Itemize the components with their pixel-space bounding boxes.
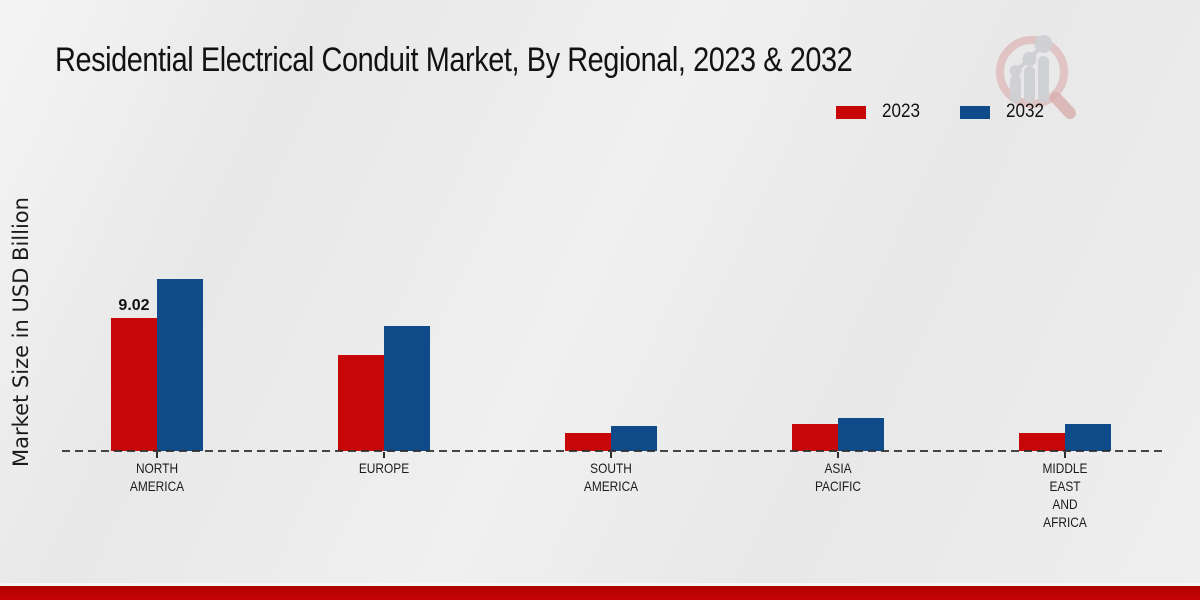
legend: 2023 2032 [836, 101, 1049, 123]
category-label-south-america: SOUTH AMERICA [583, 460, 639, 494]
axis-tick-europe [383, 452, 385, 458]
axis-tick-north-america [156, 452, 158, 458]
category-label-europe: EUROPE [358, 460, 410, 476]
value-label-2023-north-america: 9.02 [118, 296, 150, 314]
legend-swatch-2023-icon [836, 105, 866, 119]
bar-2023-south-america [565, 433, 611, 451]
footer-separator-line [0, 583, 1200, 586]
bar-2023-middle-east-and-africa [1019, 433, 1065, 451]
bar-2032-north-america [157, 279, 203, 451]
bar-2023-asia-pacific [792, 424, 838, 451]
axis-tick-middle-east-and-africa [1064, 452, 1066, 458]
bar-2023-north-america [111, 317, 157, 451]
bar-2032-middle-east-and-africa [1065, 424, 1111, 451]
legend-swatch-2032-icon [960, 105, 991, 119]
legend-label-2032: 2032 [1006, 101, 1045, 122]
category-label-middle-east-and-africa: MIDDLE EAST AND AFRICA [1042, 460, 1088, 530]
axis-tick-asia-pacific [837, 452, 839, 458]
category-label-north-america: NORTH AMERICA [129, 460, 185, 494]
bar-2032-south-america [611, 425, 657, 451]
axis-tick-south-america [610, 452, 612, 458]
market-research-watermark-logo [996, 35, 1076, 119]
bar-2023-europe [338, 355, 384, 451]
x-axis-baseline [62, 450, 1164, 452]
legend-item-2032: 2032 [960, 101, 1048, 123]
footer-accent-bar [0, 586, 1200, 600]
legend-item-2023: 2023 [836, 101, 924, 123]
bar-2032-europe [384, 325, 430, 451]
chart-title: Residential Electrical Conduit Market, B… [55, 41, 853, 79]
bar-2032-asia-pacific [838, 417, 884, 451]
legend-label-2023: 2023 [882, 101, 921, 122]
category-label-asia-pacific: ASIA PACIFIC [814, 460, 862, 494]
